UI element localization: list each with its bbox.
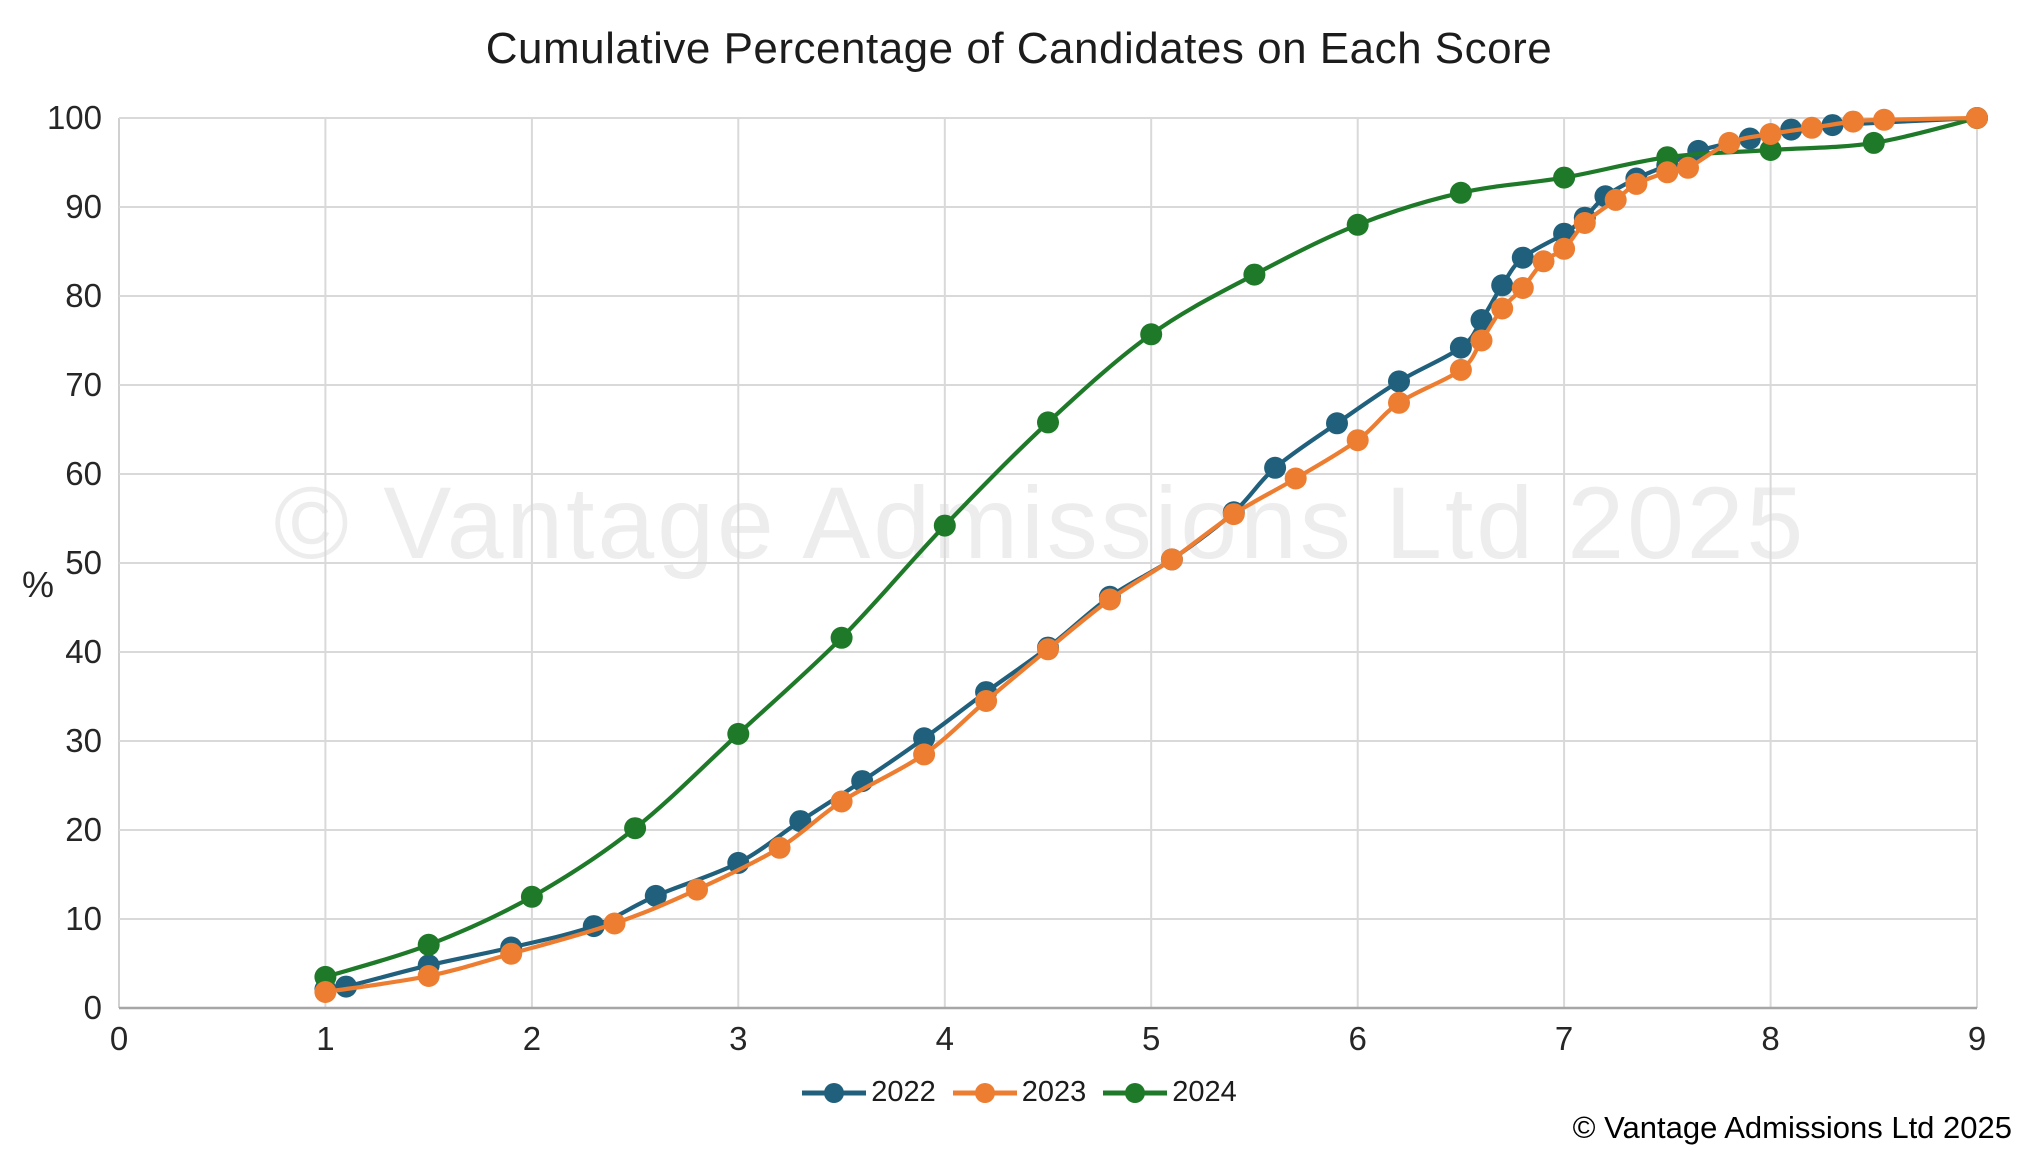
svg-text:70: 70 xyxy=(65,366,102,403)
legend-marker-2023 xyxy=(952,1082,1017,1103)
legend-item-2023: 2023 xyxy=(952,1076,1087,1109)
svg-text:100: 100 xyxy=(47,99,102,136)
svg-text:10: 10 xyxy=(65,900,102,937)
svg-text:90: 90 xyxy=(65,188,102,225)
legend-item-2024: 2024 xyxy=(1102,1076,1237,1109)
gridlines-over-watermark xyxy=(118,117,1978,1008)
svg-text:5: 5 xyxy=(1142,1020,1160,1057)
svg-text:7: 7 xyxy=(1555,1020,1573,1057)
svg-text:8: 8 xyxy=(1761,1020,1779,1057)
y-axis-label: % xyxy=(22,564,54,605)
svg-text:4: 4 xyxy=(936,1020,954,1057)
svg-text:2: 2 xyxy=(523,1020,541,1057)
legend-label-2024: 2024 xyxy=(1172,1076,1237,1108)
data-series xyxy=(314,107,1988,1003)
watermark-text: © Vantage Admissions Ltd 2025 xyxy=(274,466,1807,580)
chart-legend: 2022 2023 2024 xyxy=(0,1076,2038,1109)
series-2023 xyxy=(314,107,1988,1003)
svg-text:9: 9 xyxy=(1968,1020,1986,1057)
svg-text:0: 0 xyxy=(110,1020,128,1057)
chart-title: Cumulative Percentage of Candidates on E… xyxy=(485,24,1553,73)
legend-label-2023: 2023 xyxy=(1021,1076,1087,1108)
legend-item-2022: 2022 xyxy=(801,1076,936,1109)
svg-text:80: 80 xyxy=(65,277,102,314)
svg-text:0: 0 xyxy=(84,989,102,1026)
legend-marker-2022 xyxy=(802,1082,867,1103)
svg-text:1: 1 xyxy=(316,1020,334,1057)
svg-text:60: 60 xyxy=(65,455,102,492)
svg-text:6: 6 xyxy=(1349,1020,1367,1057)
legend-label-2022: 2022 xyxy=(871,1076,936,1108)
svg-text:30: 30 xyxy=(65,722,102,759)
svg-text:3: 3 xyxy=(729,1020,747,1057)
legend-marker-2024 xyxy=(1103,1082,1168,1103)
copyright-notice: © Vantage Admissions Ltd 2025 xyxy=(1572,1110,2012,1145)
svg-text:20: 20 xyxy=(65,811,102,848)
svg-text:50: 50 xyxy=(65,544,102,581)
svg-text:40: 40 xyxy=(65,633,102,670)
